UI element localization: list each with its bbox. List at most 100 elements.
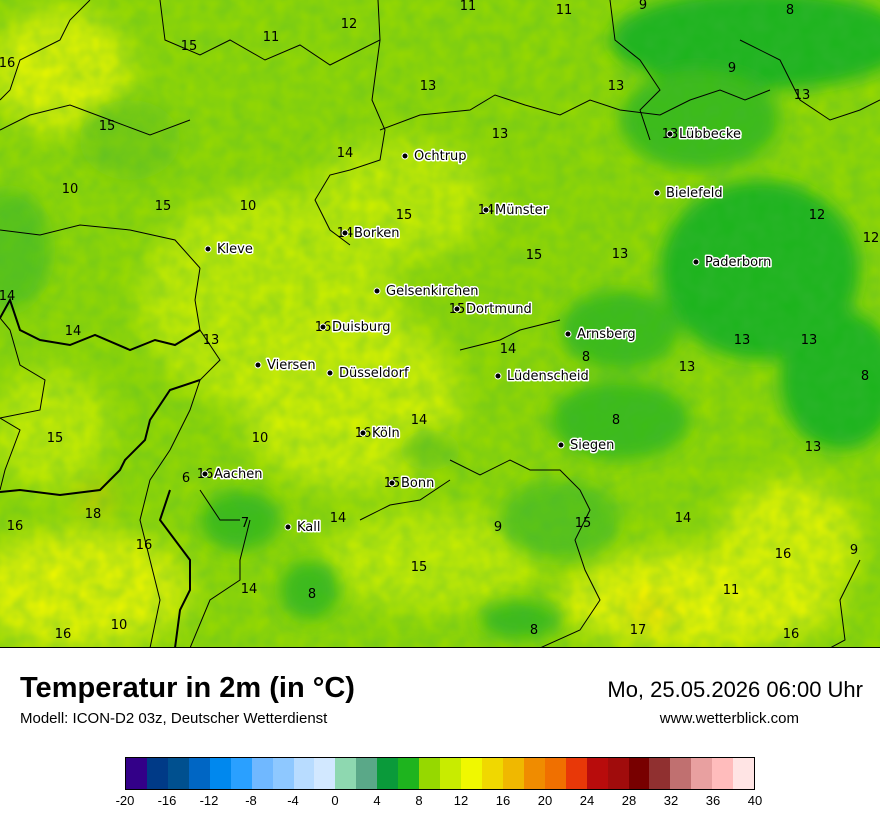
city-label: Düsseldorf bbox=[339, 366, 409, 381]
city-l-bbecke: 13Lübbecke bbox=[662, 126, 743, 144]
city-paderborn: Paderborn bbox=[692, 254, 773, 272]
city-dot bbox=[284, 523, 292, 531]
city-viersen: Viersen bbox=[254, 357, 317, 375]
city-dot bbox=[453, 305, 461, 313]
city-label: Münster bbox=[495, 203, 549, 218]
temperature-value: 13 bbox=[420, 79, 437, 94]
city-aachen: 16Aachen bbox=[197, 466, 264, 484]
temperature-value: 9 bbox=[494, 520, 502, 535]
temperature-value: 11 bbox=[263, 30, 280, 45]
legend-swatch bbox=[523, 758, 545, 789]
temperature-value: 13 bbox=[679, 360, 696, 375]
legend-swatch bbox=[272, 758, 294, 789]
city-gelsenkirchen: Gelsenkirchen bbox=[373, 283, 480, 301]
temperature-value: 16 bbox=[775, 547, 792, 562]
website-credit: www.wetterblick.com bbox=[659, 710, 799, 727]
temperature-value: 13 bbox=[203, 333, 220, 348]
legend-swatch bbox=[628, 758, 650, 789]
temperature-value: 16 bbox=[7, 519, 24, 534]
city-label: Bielefeld bbox=[666, 186, 723, 201]
temperature-value: 14 bbox=[65, 324, 82, 339]
temperature-value: 14 bbox=[675, 511, 692, 526]
legend-swatch bbox=[126, 758, 147, 789]
legend-swatch bbox=[712, 758, 734, 789]
city-label: Ochtrup bbox=[414, 149, 467, 164]
city-k-ln: 16Köln bbox=[355, 425, 401, 443]
city-dot bbox=[319, 323, 327, 331]
temperature-value: 8 bbox=[861, 369, 869, 384]
legend-swatch bbox=[607, 758, 629, 789]
city-dortmund: 15Dortmund bbox=[449, 301, 534, 319]
temperature-map: 11 11 9 8 12 11 15 16 9 13 13 13 15 14 13 10 15 10 12 12 14 1… bbox=[0, 0, 880, 648]
temperature-value: 13 bbox=[612, 247, 629, 262]
legend-swatch bbox=[649, 758, 671, 789]
country-borders bbox=[0, 297, 201, 647]
city-label: Lübbecke bbox=[679, 127, 741, 142]
city-dot bbox=[341, 229, 349, 237]
legend-swatch bbox=[670, 758, 692, 789]
legend-tick-label: -8 bbox=[245, 793, 257, 808]
city-dot bbox=[201, 470, 209, 478]
temperature-value: 16 bbox=[0, 56, 15, 71]
city-arnsberg: Arnsberg bbox=[564, 326, 637, 344]
city-bonn: 15Bonn bbox=[384, 475, 436, 493]
model-credit: Modell: ICON-D2 03z, Deutscher Wetterdie… bbox=[20, 710, 328, 727]
city-bielefeld: Bielefeld bbox=[653, 185, 724, 203]
city-markers: Ochtrup13LübbeckeBielefeld14Münster14Bor… bbox=[197, 126, 773, 537]
temperature-value: 15 bbox=[396, 208, 413, 223]
temperature-value: 13 bbox=[734, 333, 751, 348]
legend-tick-label: 24 bbox=[579, 793, 595, 808]
city-label: Duisburg bbox=[332, 320, 391, 335]
legend-swatch bbox=[230, 758, 252, 789]
legend-tick-label: 28 bbox=[621, 793, 637, 808]
legend-swatch bbox=[419, 758, 441, 789]
city-kleve: Kleve bbox=[204, 241, 254, 259]
legend-swatch bbox=[461, 758, 482, 789]
city-label: Borken bbox=[354, 226, 400, 241]
color-legend bbox=[125, 757, 755, 790]
legend-swatch bbox=[167, 758, 189, 789]
temperature-value: 14 bbox=[0, 289, 15, 304]
temperature-value: 13 bbox=[801, 333, 818, 348]
legend-tick-label: 4 bbox=[373, 793, 381, 808]
legend-swatch bbox=[733, 758, 755, 789]
temperature-value: 14 bbox=[330, 511, 347, 526]
city-label: Bonn bbox=[401, 476, 434, 491]
city-dot bbox=[482, 206, 490, 214]
city-label: Siegen bbox=[570, 438, 614, 453]
temperature-value: 10 bbox=[111, 618, 128, 633]
temperature-value: 17 bbox=[630, 623, 647, 638]
city-label: Paderborn bbox=[705, 255, 771, 270]
legend-tick-label: -16 bbox=[157, 793, 177, 808]
temperature-value: 14 bbox=[411, 413, 428, 428]
legend-swatch bbox=[481, 758, 503, 789]
temperature-value: 10 bbox=[62, 182, 79, 197]
map-title: Temperatur in 2m (in °C) bbox=[20, 672, 355, 704]
legend-swatch bbox=[440, 758, 461, 789]
legend-swatch bbox=[544, 758, 566, 789]
legend-swatch bbox=[293, 758, 315, 789]
legend-swatch bbox=[586, 758, 608, 789]
temperature-value: 15 bbox=[155, 199, 172, 214]
city-siegen: Siegen bbox=[557, 437, 616, 455]
temperature-value: 16 bbox=[136, 538, 153, 553]
temperature-value: 15 bbox=[99, 119, 116, 134]
forecast-datetime: Mo, 25.05.2026 06:00 Uhr bbox=[607, 677, 863, 702]
city-label: Arnsberg bbox=[577, 327, 636, 342]
city-ochtrup: Ochtrup bbox=[401, 148, 468, 166]
legend-swatch bbox=[356, 758, 378, 789]
temperature-value: 15 bbox=[411, 560, 428, 575]
city-l-denscheid: Lüdenscheid bbox=[494, 368, 590, 386]
legend-tick-label: 32 bbox=[663, 793, 679, 808]
legend-tick-label: 0 bbox=[331, 793, 339, 808]
city-dot bbox=[564, 330, 572, 338]
temperature-value: 16 bbox=[55, 627, 72, 642]
city-dot bbox=[692, 258, 700, 266]
temperature-value: 9 bbox=[728, 61, 736, 76]
temperature-value: 10 bbox=[240, 199, 257, 214]
city-dot bbox=[557, 441, 565, 449]
legend-tick-label: 16 bbox=[495, 793, 511, 808]
legend-tick-label: 40 bbox=[747, 793, 763, 808]
city-duisburg: 16Duisburg bbox=[315, 319, 392, 337]
temperature-value: 13 bbox=[608, 79, 625, 94]
